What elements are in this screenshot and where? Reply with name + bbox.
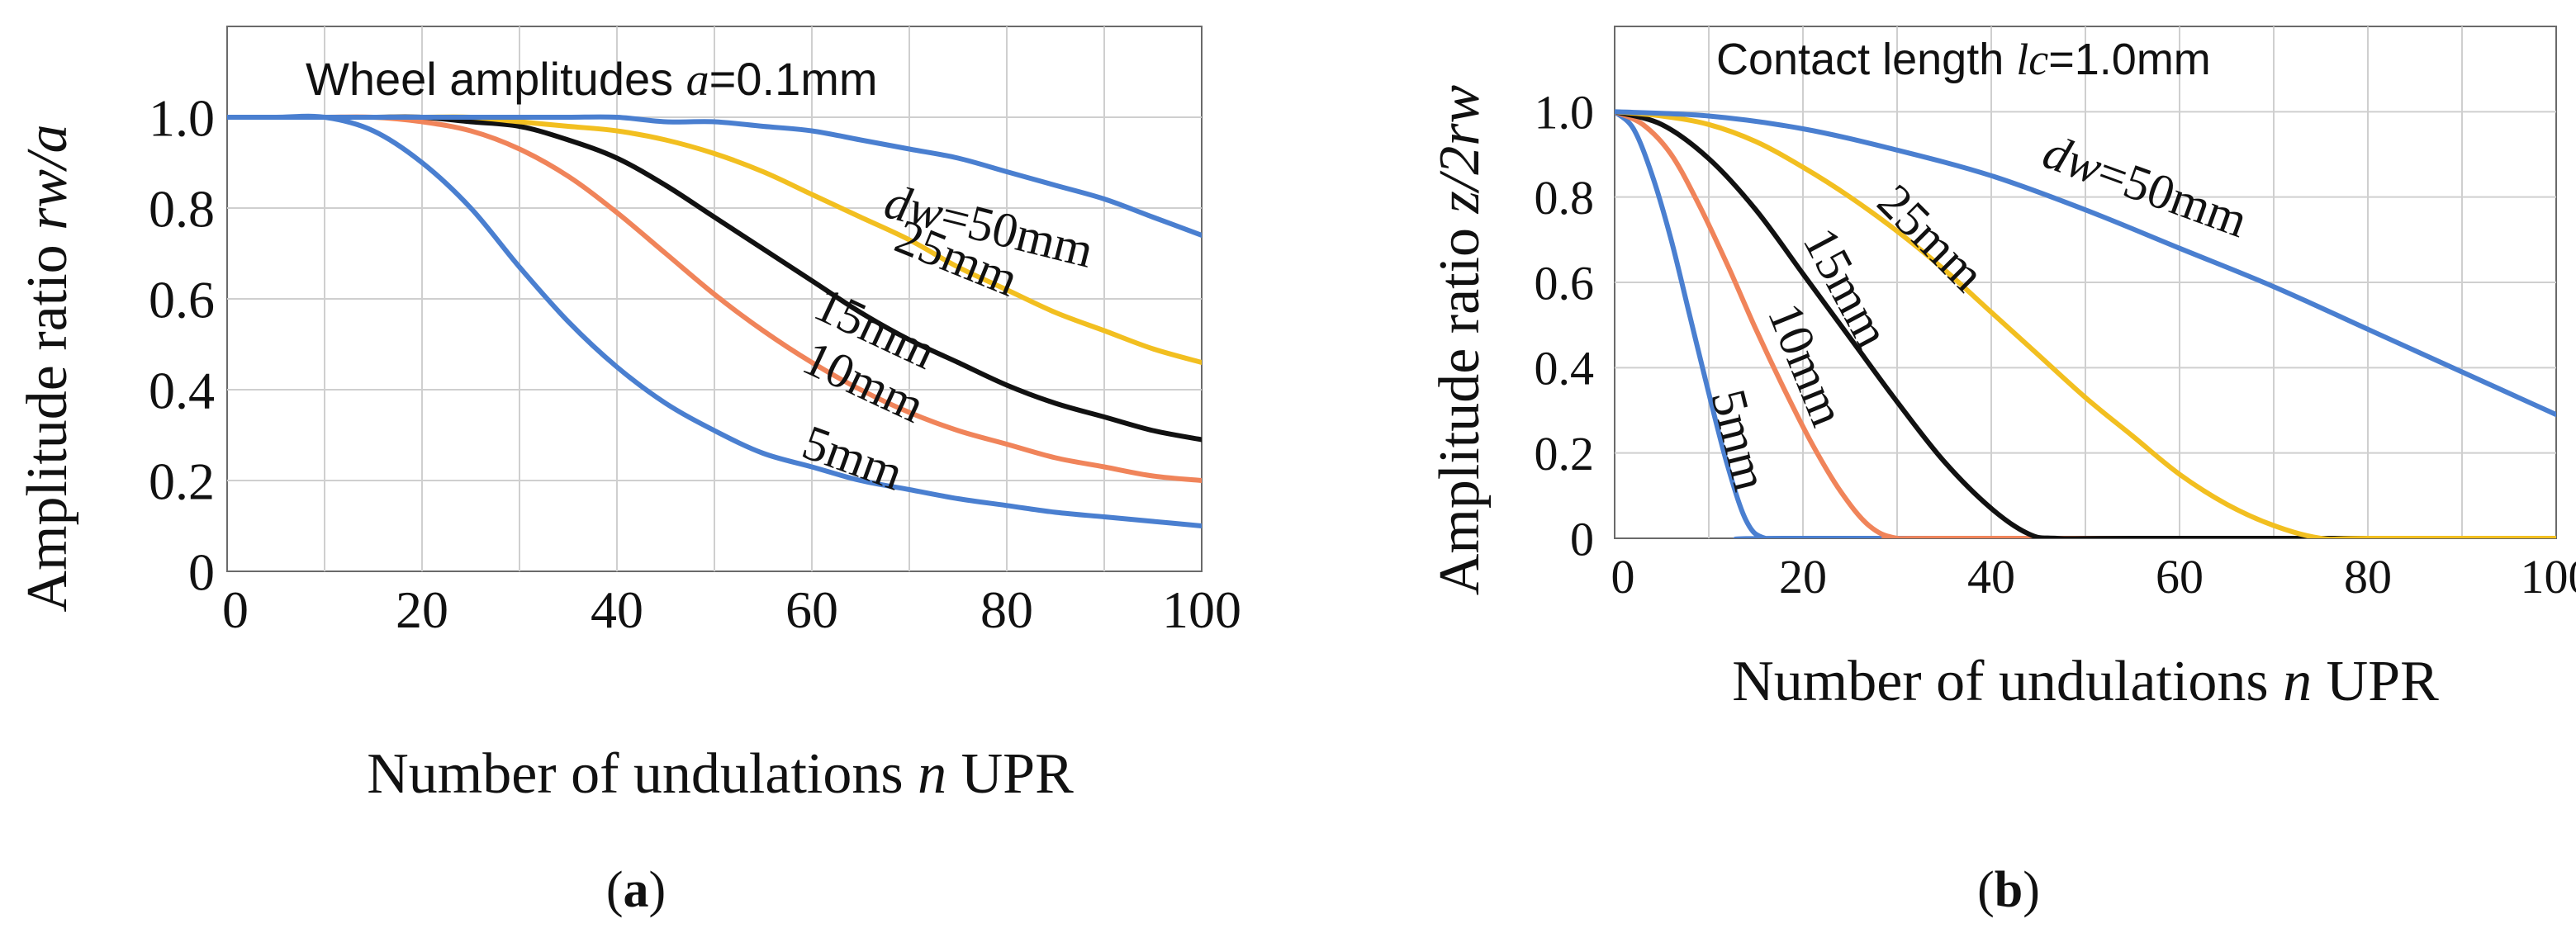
x-tick-label: 80 <box>2344 550 2392 604</box>
y-tick-label: 1.0 <box>149 88 215 147</box>
y-tick-label: 0.4 <box>1535 342 1595 395</box>
y-tick-label: 0.8 <box>149 179 215 238</box>
x-tick-label: 80 <box>980 580 1033 639</box>
x-tick-label: 40 <box>1967 550 2015 604</box>
y-tick-label: 0.6 <box>149 270 215 329</box>
series-line-5mm <box>227 113 1202 528</box>
panel-label-b: (b) <box>1977 862 2040 918</box>
series-line-dw-50mm <box>1615 109 2556 418</box>
x-tick-label: 20 <box>396 580 448 639</box>
chart-title-b: Contact length lc=1.0mm <box>1716 35 2211 84</box>
y-tick-label: 0.2 <box>1535 427 1595 481</box>
y-tick-label: 0.6 <box>1535 256 1595 310</box>
series-line-10mm <box>1615 109 2556 538</box>
x-tick-label: 60 <box>785 580 838 639</box>
y-tick-label: 1.0 <box>1535 86 1595 140</box>
x-tick-label: 20 <box>1779 550 1827 604</box>
x-axis-label-a: Number of undulations n UPR <box>367 742 1074 806</box>
panel-label-a: (a) <box>606 862 666 918</box>
grid-b <box>1615 26 2556 538</box>
x-axis-label-b: Number of undulations n UPR <box>1732 650 2439 713</box>
chart-title-a: Wheel amplitudes a=0.1mm <box>306 53 878 106</box>
series-lines-b <box>1615 109 2556 538</box>
y-tick-labels-a: 0 0.2 0.4 0.6 0.8 1.0 <box>149 88 215 601</box>
x-tick-label: 0 <box>1611 550 1635 604</box>
x-tick-label: 0 <box>222 580 249 639</box>
panel-b-chart: 0 0.2 0.4 0.6 0.8 1.0 0 20 40 60 80 100 Contact le… <box>1428 26 2576 918</box>
y-tick-label: 0.2 <box>149 452 215 510</box>
panel-a-chart: 0 0.2 0.4 0.6 0.8 1.0 0 20 40 60 80 100 Wheel ampl… <box>16 26 1241 918</box>
y-axis-label-b: Amplitude ratio z/2rw <box>1428 85 1492 596</box>
x-tick-label: 60 <box>2156 550 2204 604</box>
x-tick-label: 100 <box>1162 580 1241 639</box>
x-tick-labels-b: 0 20 40 60 80 100 <box>1611 550 2576 604</box>
series-line-25mm <box>1615 109 2556 538</box>
y-axis-label-a: Amplitude ratio rw/a <box>16 124 79 612</box>
x-tick-label: 40 <box>591 580 643 639</box>
y-tick-label: 0 <box>188 542 215 601</box>
y-tick-labels-b: 0 0.2 0.4 0.6 0.8 1.0 <box>1535 86 1595 566</box>
y-tick-label: 0 <box>1570 512 1594 566</box>
y-tick-label: 0.4 <box>149 361 215 419</box>
series-line-5mm <box>1615 109 2556 538</box>
x-tick-label: 100 <box>2521 550 2576 604</box>
series-line-15mm <box>1615 109 2556 538</box>
y-tick-label: 0.8 <box>1535 171 1595 225</box>
x-tick-labels-a: 0 20 40 60 80 100 <box>222 580 1241 639</box>
series-lines-a <box>227 113 1202 528</box>
series-line-dw-50mm <box>227 114 1202 238</box>
